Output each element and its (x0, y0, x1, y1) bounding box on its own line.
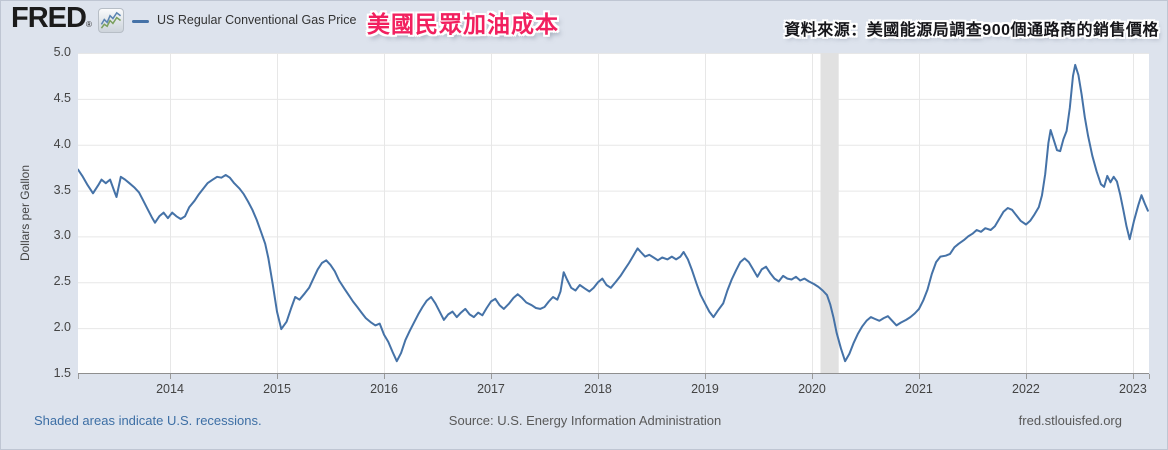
x-tick-mark (384, 374, 385, 379)
x-tick-mark (598, 374, 599, 379)
x-tick-mark (277, 374, 278, 379)
y-tick-label: 4.0 (53, 136, 71, 151)
source-text: Source: U.S. Energy Information Administ… (448, 413, 722, 428)
y-tick-label: 3.0 (53, 228, 71, 243)
x-tick-label: 2015 (263, 382, 291, 396)
x-tick-label: 2017 (477, 382, 505, 396)
fred-logo-text: FRED (11, 2, 87, 34)
x-tick-mark (78, 374, 79, 379)
y-tick-label: 4.5 (53, 90, 71, 105)
registered-mark: ® (85, 20, 92, 29)
fred-sparkline-icon (98, 8, 124, 33)
x-tick-mark (491, 374, 492, 379)
x-tick-label: 2014 (156, 382, 184, 396)
chart-title-overlay: 美國民眾加油成本 (367, 11, 559, 37)
fred-site-link[interactable]: fred.stlouisfed.org (1018, 413, 1122, 428)
sparkline-graphic (100, 11, 122, 29)
x-tick-mark (170, 374, 171, 379)
x-tick-label: 2018 (584, 382, 612, 396)
x-tick-label: 2022 (1012, 382, 1040, 396)
x-tick-mark (1133, 374, 1134, 379)
x-tick-mark (705, 374, 706, 379)
y-tick-label: 1.5 (53, 366, 71, 380)
y-tick-label: 5.0 (53, 45, 71, 59)
y-axis-title-text: Dollars per Gallon (18, 165, 32, 262)
y-tick-label: 2.5 (53, 274, 71, 289)
x-tick-label: 2023 (1119, 382, 1147, 396)
y-tick-label: 2.0 (53, 320, 71, 335)
x-tick-label: 2016 (370, 382, 398, 396)
gas-price-line (77, 63, 1149, 363)
y-tick-label: 3.5 (53, 182, 71, 197)
x-tick-label: 2019 (691, 382, 719, 396)
legend-item: US Regular Conventional Gas Price (132, 13, 356, 27)
x-tick-mark (919, 374, 920, 379)
x-tick-mark (1149, 374, 1150, 379)
recessions-note-link[interactable]: Shaded areas indicate U.S. recessions. (34, 413, 262, 428)
x-tick-mark (812, 374, 813, 379)
plot-area[interactable] (77, 53, 1149, 375)
legend-line-swatch (132, 19, 149, 23)
legend-label: US Regular Conventional Gas Price (157, 13, 357, 27)
x-tick-label: 2020 (798, 382, 826, 396)
x-tick-mark (1026, 374, 1027, 379)
plot-svg (77, 53, 1149, 375)
x-tick-label: 2021 (905, 382, 933, 396)
fred-logo[interactable]: FRED® (11, 2, 92, 34)
data-source-note: 資料來源：美國能源局調查900個通路商的銷售價格 (784, 22, 1159, 39)
